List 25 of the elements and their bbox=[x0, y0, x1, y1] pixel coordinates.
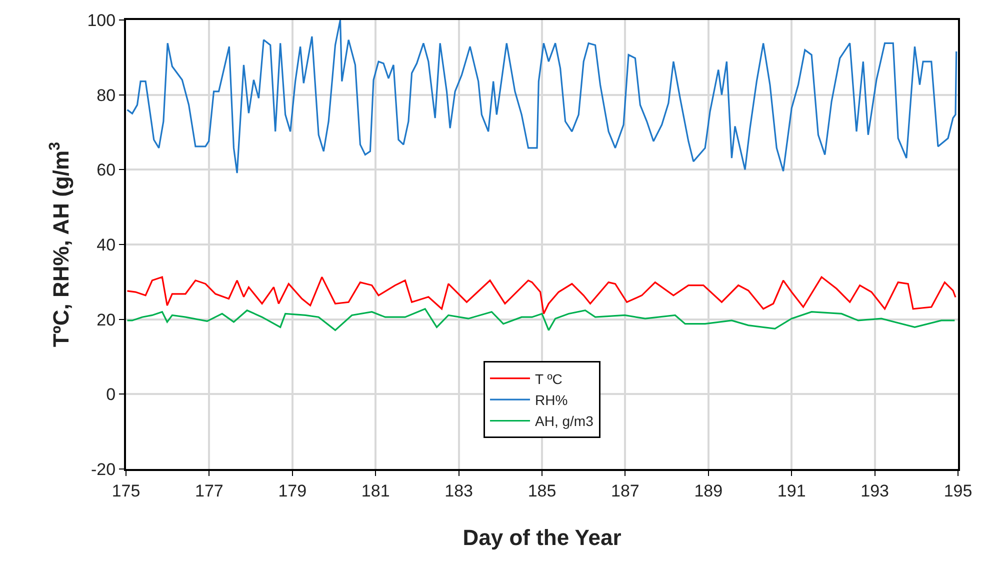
x-tick-label: 187 bbox=[611, 481, 640, 500]
x-tick-label: 183 bbox=[444, 481, 473, 500]
x-tick-label: 177 bbox=[195, 481, 224, 500]
x-tick-label: 191 bbox=[777, 481, 806, 500]
x-tick-label: 181 bbox=[361, 481, 390, 500]
y-tick-label: 20 bbox=[96, 310, 116, 330]
x-tick-label: 189 bbox=[694, 481, 723, 500]
y-tick-label: -20 bbox=[91, 460, 116, 479]
x-tick-label: 185 bbox=[528, 481, 556, 500]
x-tick-label: 195 bbox=[944, 481, 972, 500]
line-series bbox=[126, 20, 958, 174]
line-series bbox=[126, 308, 956, 331]
y-tick-label: 40 bbox=[96, 235, 116, 254]
y-tick-label: 80 bbox=[96, 86, 116, 105]
legend-label: T ºC bbox=[535, 370, 562, 387]
x-tick-label: 179 bbox=[278, 481, 307, 500]
x-tick-label: 175 bbox=[112, 481, 140, 500]
y-tick-label: 0 bbox=[106, 385, 116, 404]
x-tick-label: 193 bbox=[860, 481, 889, 500]
line-series bbox=[126, 276, 956, 315]
legend-label: RH% bbox=[535, 392, 568, 408]
legend-label: AH, g/m3 bbox=[535, 413, 594, 430]
y-tick-label: 100 bbox=[87, 10, 116, 30]
y-tick-label: 60 bbox=[96, 160, 116, 180]
x-axis-title: Day of the Year bbox=[462, 524, 622, 550]
